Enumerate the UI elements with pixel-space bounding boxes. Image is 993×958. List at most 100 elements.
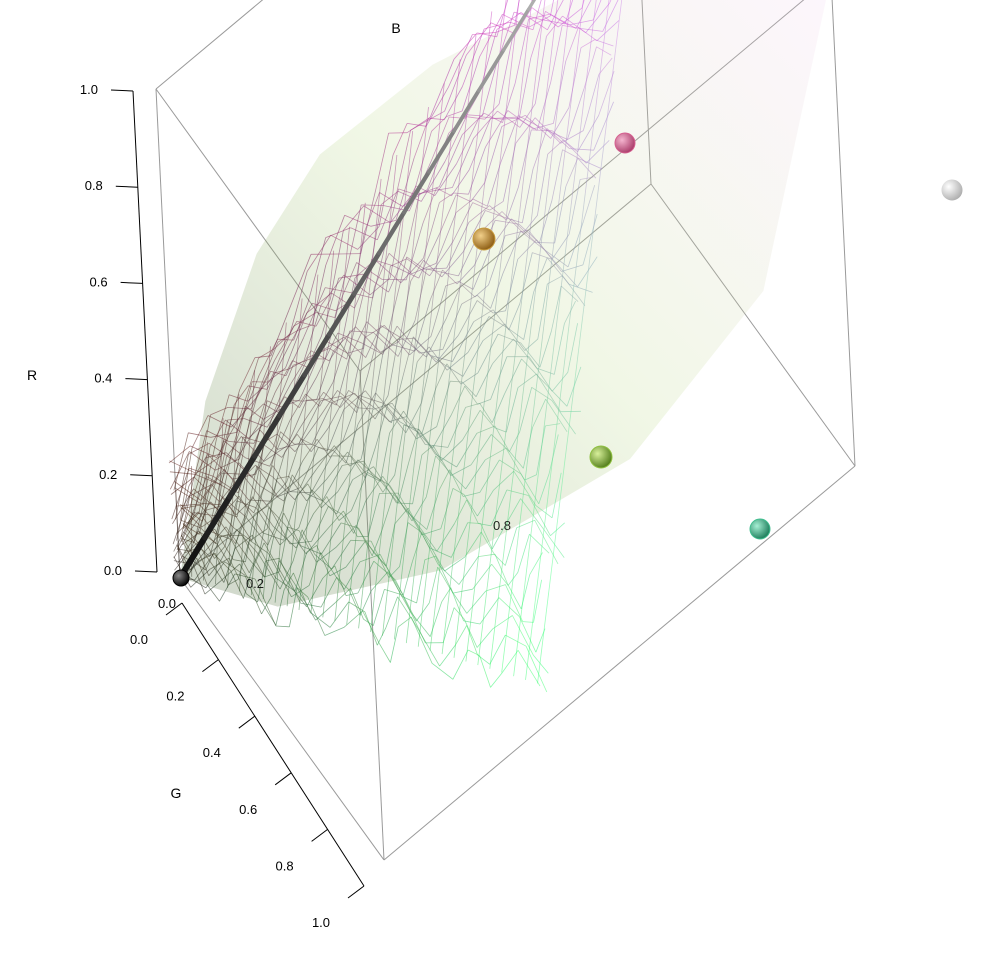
mesh-line: [238, 381, 253, 434]
mesh-line: [550, 0, 554, 16]
mesh-line: [292, 360, 308, 368]
mesh-line: [355, 399, 359, 423]
mesh-line: [259, 429, 278, 450]
mesh-line: [429, 59, 455, 118]
mesh-line: [512, 615, 534, 656]
mesh-line: [457, 585, 463, 622]
mesh-line: [519, 616, 537, 653]
mesh-line: [183, 531, 199, 547]
mesh-line: [341, 410, 345, 431]
mesh-line: [429, 242, 453, 277]
b-tick-label: 0.2: [246, 576, 264, 591]
mesh-line: [356, 507, 360, 531]
mesh-line: [581, 76, 588, 120]
mesh-line: [267, 505, 291, 544]
mesh-line: [517, 239, 537, 260]
mesh-line: [210, 432, 237, 438]
mesh-line: [453, 499, 468, 525]
mesh-line: [359, 355, 363, 378]
mesh-line: [479, 403, 493, 423]
mesh-line: [224, 561, 246, 576]
mesh-line: [566, 0, 572, 29]
mesh-line: [451, 169, 470, 197]
mesh-line: [403, 414, 408, 443]
mesh-line: [547, 148, 554, 189]
mesh-line: [356, 374, 369, 413]
mesh-line: [423, 460, 428, 492]
mesh-line: [522, 215, 538, 234]
mesh-line: [591, 0, 597, 35]
mesh-line: [419, 276, 424, 305]
mesh-line: [535, 505, 553, 519]
mesh-line: [364, 325, 385, 339]
mesh-line: [533, 162, 539, 202]
mesh-line: [349, 458, 362, 467]
mesh-line: [555, 290, 562, 334]
mesh-line: [289, 556, 293, 574]
g-tick: [311, 829, 328, 842]
mesh-line: [326, 555, 330, 576]
mesh-line: [295, 513, 314, 549]
mesh-line: [299, 376, 317, 408]
mesh-line: [209, 515, 222, 557]
mesh-line: [260, 458, 263, 471]
mesh-line: [545, 398, 568, 433]
mesh-line: [372, 240, 387, 299]
mesh-line: [320, 577, 338, 608]
mesh-line: [528, 504, 535, 548]
mesh-line: [508, 328, 524, 340]
mesh-line: [283, 460, 303, 502]
mesh-line: [537, 228, 544, 269]
r-tick-label: 0.2: [99, 467, 117, 482]
mesh-line: [456, 385, 462, 419]
mesh-line: [496, 262, 502, 299]
mesh-line: [519, 103, 536, 128]
mesh-line: [533, 579, 542, 623]
mesh-line: [307, 502, 310, 521]
mesh-line: [505, 387, 519, 433]
mesh-line: [468, 65, 473, 97]
mesh-line: [569, 148, 594, 151]
mesh-line: [433, 262, 438, 292]
mesh-line: [506, 217, 523, 224]
mesh-line: [390, 305, 395, 331]
mesh-line: [230, 539, 250, 573]
mesh-line: [334, 266, 348, 318]
mesh-line: [275, 577, 296, 592]
mesh-line: [387, 403, 410, 424]
mesh-line: [563, 326, 570, 371]
mesh-line: [333, 492, 336, 514]
mesh-line: [394, 154, 398, 179]
mesh-line: [410, 465, 415, 495]
mesh-line: [174, 481, 202, 501]
mesh-line: [435, 212, 457, 264]
mesh-line: [168, 445, 191, 464]
mesh-line: [441, 251, 464, 278]
mesh-line: [397, 581, 402, 611]
mesh-line: [242, 525, 245, 537]
mesh-line: [329, 268, 333, 287]
mesh-line: [531, 7, 559, 28]
mesh-line: [265, 396, 268, 409]
mesh-line: [215, 515, 236, 544]
mesh-line: [242, 536, 244, 548]
mesh-line: [562, 25, 580, 29]
mesh-line: [257, 372, 275, 426]
mesh-line: [565, 27, 579, 62]
mesh-line: [565, 158, 579, 187]
mesh-line: [541, 503, 548, 548]
mesh-line: [585, 140, 610, 164]
mesh-line: [542, 592, 550, 639]
mesh-line: [188, 442, 210, 455]
mesh-line: [593, 101, 614, 151]
mesh-line: [339, 554, 343, 577]
mesh-line: [505, 394, 511, 434]
mesh-line: [506, 489, 529, 496]
mesh-line: [425, 87, 449, 127]
mesh-line: [228, 549, 231, 559]
mesh-line: [479, 655, 491, 688]
mesh-line: [492, 400, 498, 438]
mesh-line: [310, 455, 333, 493]
mesh-line: [452, 321, 475, 362]
mesh-line: [245, 457, 270, 467]
